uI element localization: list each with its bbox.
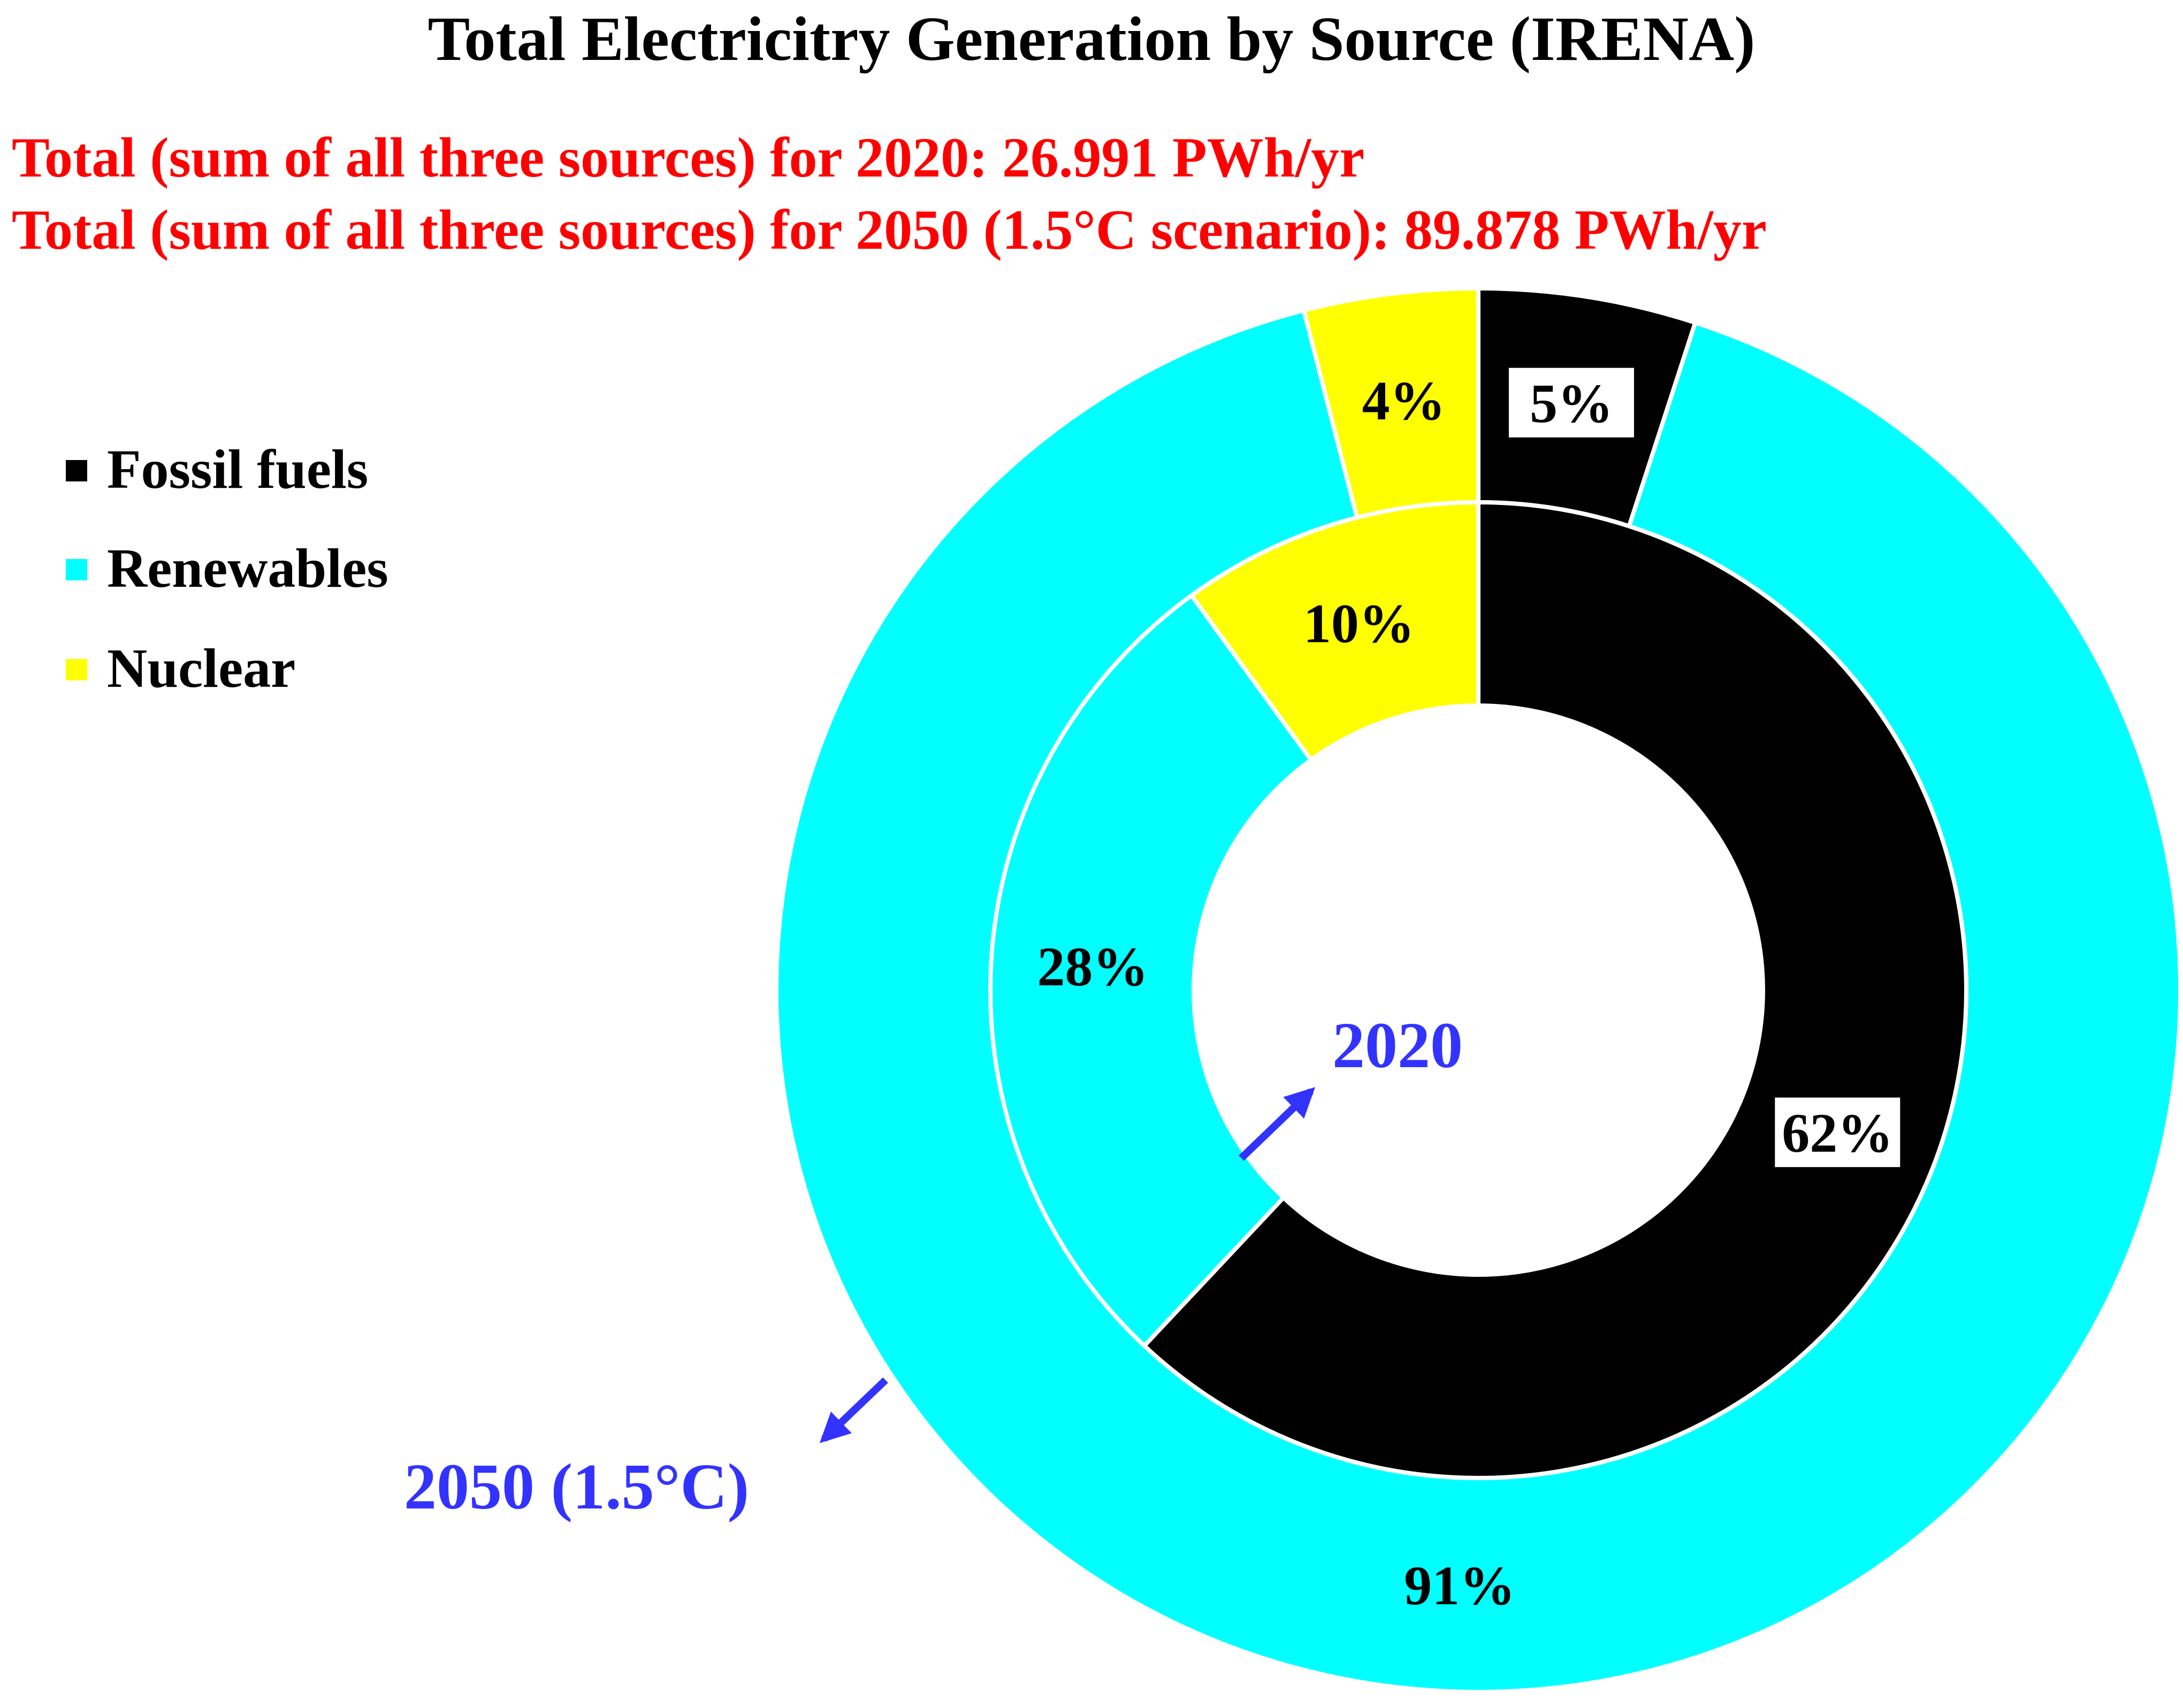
annotation-2020: 2020 [1332, 1009, 1463, 1082]
chart-title: Total Electricitry Generation by Source … [428, 4, 1755, 74]
slice-inner-renewables [988, 592, 1314, 1349]
arrow-2050-pointer [819, 1377, 888, 1443]
slice-label-inner-fossil-fuels: 62% [1782, 1102, 1893, 1164]
legend-swatch-nuclear [66, 659, 87, 680]
annotation-2050: 2050 (1.5°C) [404, 1451, 749, 1523]
legend-label-fossil-fuels: Fossil fuels [107, 439, 368, 500]
legend-label-nuclear: Nuclear [107, 638, 295, 699]
legend: Fossil fuels Renewables Nuclear [66, 439, 388, 699]
subtitle-2050-total: Total (sum of all three sources) for 205… [12, 198, 1767, 261]
slice-inner-nuclear [1188, 500, 1480, 763]
slice-label-inner-renewables: 28% [1037, 936, 1148, 998]
slice-label-outer-fossil-fuels: 5% [1530, 373, 1613, 434]
arrow-2020-pointer [1239, 1087, 1316, 1161]
slice-label-box-outer-fossil-fuels [1508, 367, 1634, 438]
slice-inner-fossil-fuels [1141, 500, 1968, 1480]
legend-swatch-fossil-fuels [66, 460, 87, 481]
slice-label-outer-nuclear: 4% [1362, 370, 1446, 432]
slice-label-box-inner-fossil-fuels [1775, 1097, 1900, 1167]
legend-item-renewables: Renewables [66, 538, 388, 599]
outer-ring-2050 [774, 286, 2182, 1694]
legend-label-renewables: Renewables [107, 538, 388, 599]
slice-label-inner-nuclear: 10% [1303, 593, 1415, 655]
slice-labels: 62% 28% 10% 5% 91% 4% [1037, 367, 1900, 1617]
inner-ring-2020 [988, 500, 1968, 1480]
slice-label-outer-renewables: 91% [1404, 1555, 1515, 1617]
legend-item-fossil-fuels: Fossil fuels [66, 439, 368, 500]
legend-item-nuclear: Nuclear [66, 638, 295, 699]
subtitle-2020-total: Total (sum of all three sources) for 202… [12, 126, 1364, 189]
legend-swatch-renewables [66, 559, 87, 580]
